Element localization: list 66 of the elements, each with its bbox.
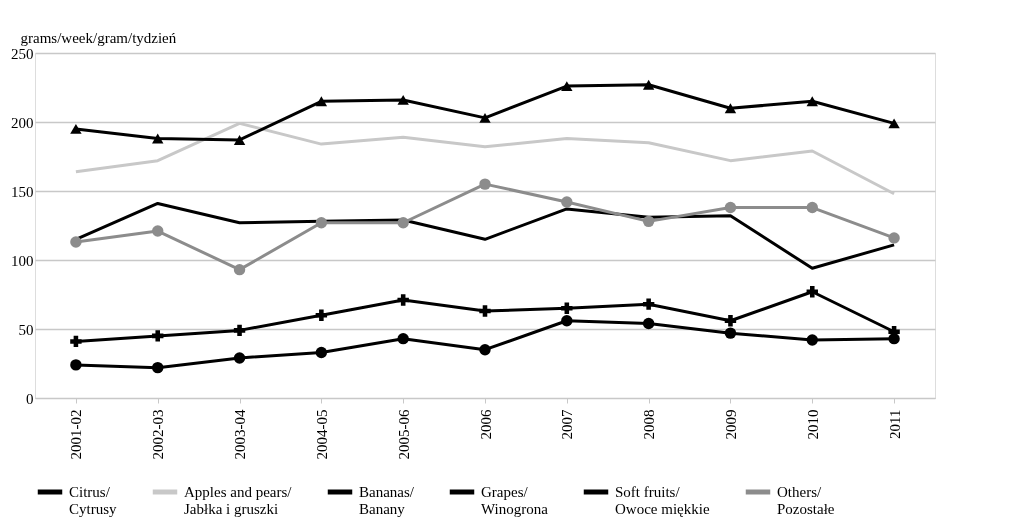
- point: [806, 201, 818, 214]
- point: [315, 96, 328, 107]
- point: [315, 346, 328, 359]
- x-tick-label: 2006: [477, 409, 494, 440]
- x-tick-label: 2005-06: [395, 409, 412, 460]
- point: [70, 359, 82, 371]
- legend-label: Others/ Pozostałe: [777, 484, 835, 517]
- point: [561, 315, 573, 327]
- point: [233, 352, 246, 364]
- point: [642, 215, 655, 228]
- legend-label: Citrus/ Cytrusy: [69, 484, 117, 517]
- x-tick-label: 2009: [722, 409, 739, 440]
- point: [233, 135, 246, 145]
- legend-label: Soft fruits/ Owoce miękkie: [615, 484, 710, 517]
- point: [70, 335, 82, 348]
- point: [70, 236, 82, 248]
- point: [724, 327, 737, 339]
- point: [642, 79, 655, 90]
- point: [806, 96, 818, 107]
- point: [152, 133, 164, 144]
- y-tick-label: 200: [11, 114, 34, 131]
- point: [152, 330, 164, 342]
- point: [315, 309, 328, 321]
- x-tick-label: 2001-02: [68, 409, 85, 460]
- x-tick-label: 2003-04: [232, 409, 249, 460]
- point: [397, 294, 409, 306]
- point: [479, 344, 491, 356]
- point: [70, 123, 82, 134]
- y-tick-label: 0: [26, 390, 34, 407]
- y-axis-title: grams/week/gram/tydzień: [20, 29, 177, 46]
- point: [888, 232, 900, 244]
- point: [724, 201, 737, 214]
- x-tick-label: 2007: [559, 409, 576, 440]
- legend-label: Bananas/ Banany: [359, 484, 415, 517]
- point: [479, 305, 491, 317]
- y-tick-label: 100: [11, 252, 34, 269]
- point: [233, 263, 246, 276]
- point: [479, 178, 491, 190]
- point: [561, 81, 573, 92]
- x-tick-label: 2004-05: [313, 409, 330, 460]
- point: [724, 103, 737, 114]
- point: [561, 302, 573, 314]
- legend-label: Grapes/ Winogrona: [481, 484, 549, 517]
- point: [642, 317, 655, 330]
- point: [888, 118, 900, 129]
- point: [561, 196, 573, 208]
- point: [806, 286, 818, 298]
- point: [397, 332, 409, 345]
- point: [152, 361, 164, 374]
- x-tick-label: 2011: [886, 409, 903, 439]
- point: [233, 324, 246, 337]
- point: [806, 334, 818, 346]
- point: [642, 298, 655, 310]
- y-tick-label: 50: [18, 321, 34, 338]
- point: [479, 112, 491, 123]
- x-tick-label: 2002-03: [150, 409, 167, 460]
- point: [397, 217, 409, 229]
- legend-label: Apples and pears/ Jabłka i gruszki: [184, 484, 293, 517]
- point: [315, 217, 328, 229]
- x-tick-label: 2010: [804, 409, 821, 440]
- point: [397, 94, 409, 105]
- y-tick-label: 150: [11, 183, 34, 200]
- point: [152, 225, 164, 237]
- y-tick-label: 250: [11, 45, 34, 62]
- point: [724, 315, 737, 327]
- x-tick-label: 2008: [641, 409, 658, 440]
